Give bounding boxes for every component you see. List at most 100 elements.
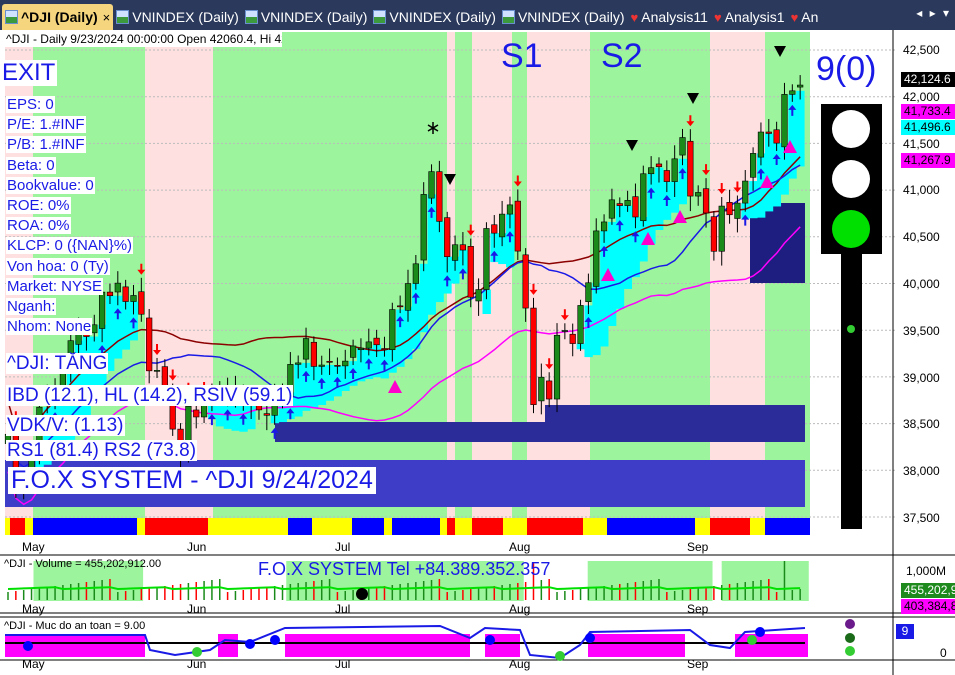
uptrend-band — [592, 282, 601, 356]
tab-6[interactable]: ♥ Analysis1 — [711, 4, 788, 30]
month-label: Jul — [335, 602, 351, 616]
candle — [334, 365, 341, 367]
tab-1[interactable]: VNINDEX (Daily) — [113, 4, 242, 30]
trend-band — [213, 32, 447, 520]
candle — [342, 360, 349, 367]
price-axis-label: 42,500 — [903, 43, 940, 57]
close-tab-icon[interactable]: × — [102, 9, 111, 25]
ibd-label: IBD (12.1), HL (14.2), RSIV (59.1) — [6, 385, 294, 406]
volume-ma-tag: 403,384,8 — [901, 599, 955, 614]
safety-tag: 9 — [896, 624, 914, 639]
month-label: Jul — [335, 657, 351, 671]
signal-strip-segment — [527, 518, 583, 535]
tab-label: VNINDEX (Daily) — [260, 9, 368, 25]
price-axis-label: 40,000 — [903, 277, 940, 291]
candle — [640, 173, 647, 222]
traffic-light-top — [832, 110, 870, 148]
candle — [91, 324, 98, 334]
candle — [263, 413, 270, 416]
signal-strip-segment — [392, 518, 440, 535]
uptrend-band — [294, 364, 303, 417]
pink-triangle-icon — [673, 210, 687, 223]
sell-arrow-icon — [717, 183, 726, 195]
uptrend-band — [498, 233, 507, 265]
tab-4[interactable]: VNINDEX (Daily) — [499, 4, 628, 30]
volume-marker-dot — [356, 588, 368, 600]
candle — [302, 338, 310, 360]
status-dot — [585, 633, 595, 643]
candle — [444, 217, 451, 257]
tab-7[interactable]: ♥ An — [788, 4, 822, 30]
safety-block — [218, 634, 232, 657]
fundamental-info-line: KLCP: 0 ({NAN}%) — [6, 237, 134, 255]
safety-axis-zero: 0 — [940, 646, 947, 660]
resistance-line — [7, 156, 801, 436]
price-axis-label: 42,000 — [903, 89, 940, 104]
month-label: May — [22, 657, 45, 671]
traffic-light-pole — [841, 254, 862, 529]
uptrend-band — [584, 305, 593, 358]
tab-2[interactable]: VNINDEX (Daily) — [242, 4, 371, 30]
candle — [585, 282, 592, 303]
tab-label: VNINDEX (Daily) — [389, 9, 496, 25]
rs-label: RS1 (81.4) RS2 (73.8) — [6, 440, 198, 461]
month-label: Jul — [335, 540, 351, 554]
candle — [671, 158, 678, 182]
volume-banner: F.O.X SYSTEM Tel +84.389.352.357 — [258, 559, 551, 579]
candle — [789, 90, 796, 95]
tab-0[interactable]: ^DJI (Daily) × — [2, 4, 114, 30]
month-label: Aug — [509, 657, 531, 671]
uptrend-band — [427, 194, 436, 315]
uptrend-band — [278, 397, 287, 423]
status-dot — [192, 647, 202, 657]
tab-3[interactable]: VNINDEX (Daily) — [370, 4, 499, 30]
price-tag: 42,124.6 — [901, 72, 955, 87]
candle — [436, 171, 443, 222]
uptrend-band — [396, 309, 405, 367]
chart-canvas[interactable] — [0, 30, 955, 675]
trend-band — [512, 32, 527, 520]
fundamental-info-line: P/B: 1.#INF — [6, 136, 86, 154]
buy-arrow-icon — [396, 316, 405, 328]
sell-arrow-icon — [466, 224, 475, 236]
candle — [373, 337, 380, 346]
sell-arrow-icon — [137, 263, 146, 275]
buy-arrow-icon — [756, 168, 765, 180]
price-axis-label: 39,000 — [903, 370, 940, 385]
vdk-label: VDK/V: (1.13) — [6, 415, 125, 436]
uptrend-band — [231, 395, 240, 431]
tab-label: VNINDEX (Daily) — [132, 9, 239, 25]
safety-block — [232, 634, 238, 657]
uptrend-band — [443, 256, 452, 294]
analysis-icon: ♥ — [630, 10, 639, 25]
tab-label: VNINDEX (Daily) — [517, 9, 625, 25]
status-dot — [845, 619, 855, 629]
uptrend-band — [302, 362, 311, 411]
uptrend-band — [639, 216, 648, 262]
uptrend-band — [764, 133, 774, 212]
candle — [404, 283, 412, 311]
signal-strip-segment — [710, 518, 750, 535]
signal-strip-segment — [455, 518, 472, 535]
fundamental-info-line: P/E: 1.#INF — [6, 116, 86, 134]
fundamental-info-line: ROA: 0% — [6, 217, 71, 235]
uptrend-band — [372, 344, 382, 378]
candle — [130, 295, 137, 302]
sell-arrow-icon — [513, 175, 522, 187]
candle — [514, 200, 521, 252]
chart-doc-icon — [116, 10, 130, 24]
month-label: Jun — [187, 602, 207, 616]
candle — [624, 200, 631, 206]
month-label: Sep — [687, 540, 709, 554]
uptrend-band — [482, 289, 491, 314]
tab-5[interactable]: ♥ Analysis11 — [628, 4, 711, 30]
s1-label: S1 — [501, 37, 543, 75]
candle — [483, 228, 490, 290]
status-dot — [270, 635, 280, 645]
candle — [734, 202, 741, 219]
candle — [146, 317, 153, 372]
candle — [467, 246, 474, 298]
tab-scroll-arrows[interactable]: ◂ ▸ ▾ — [914, 6, 951, 20]
analysis-icon: ♥ — [713, 10, 722, 25]
buy-arrow-icon — [270, 427, 279, 439]
